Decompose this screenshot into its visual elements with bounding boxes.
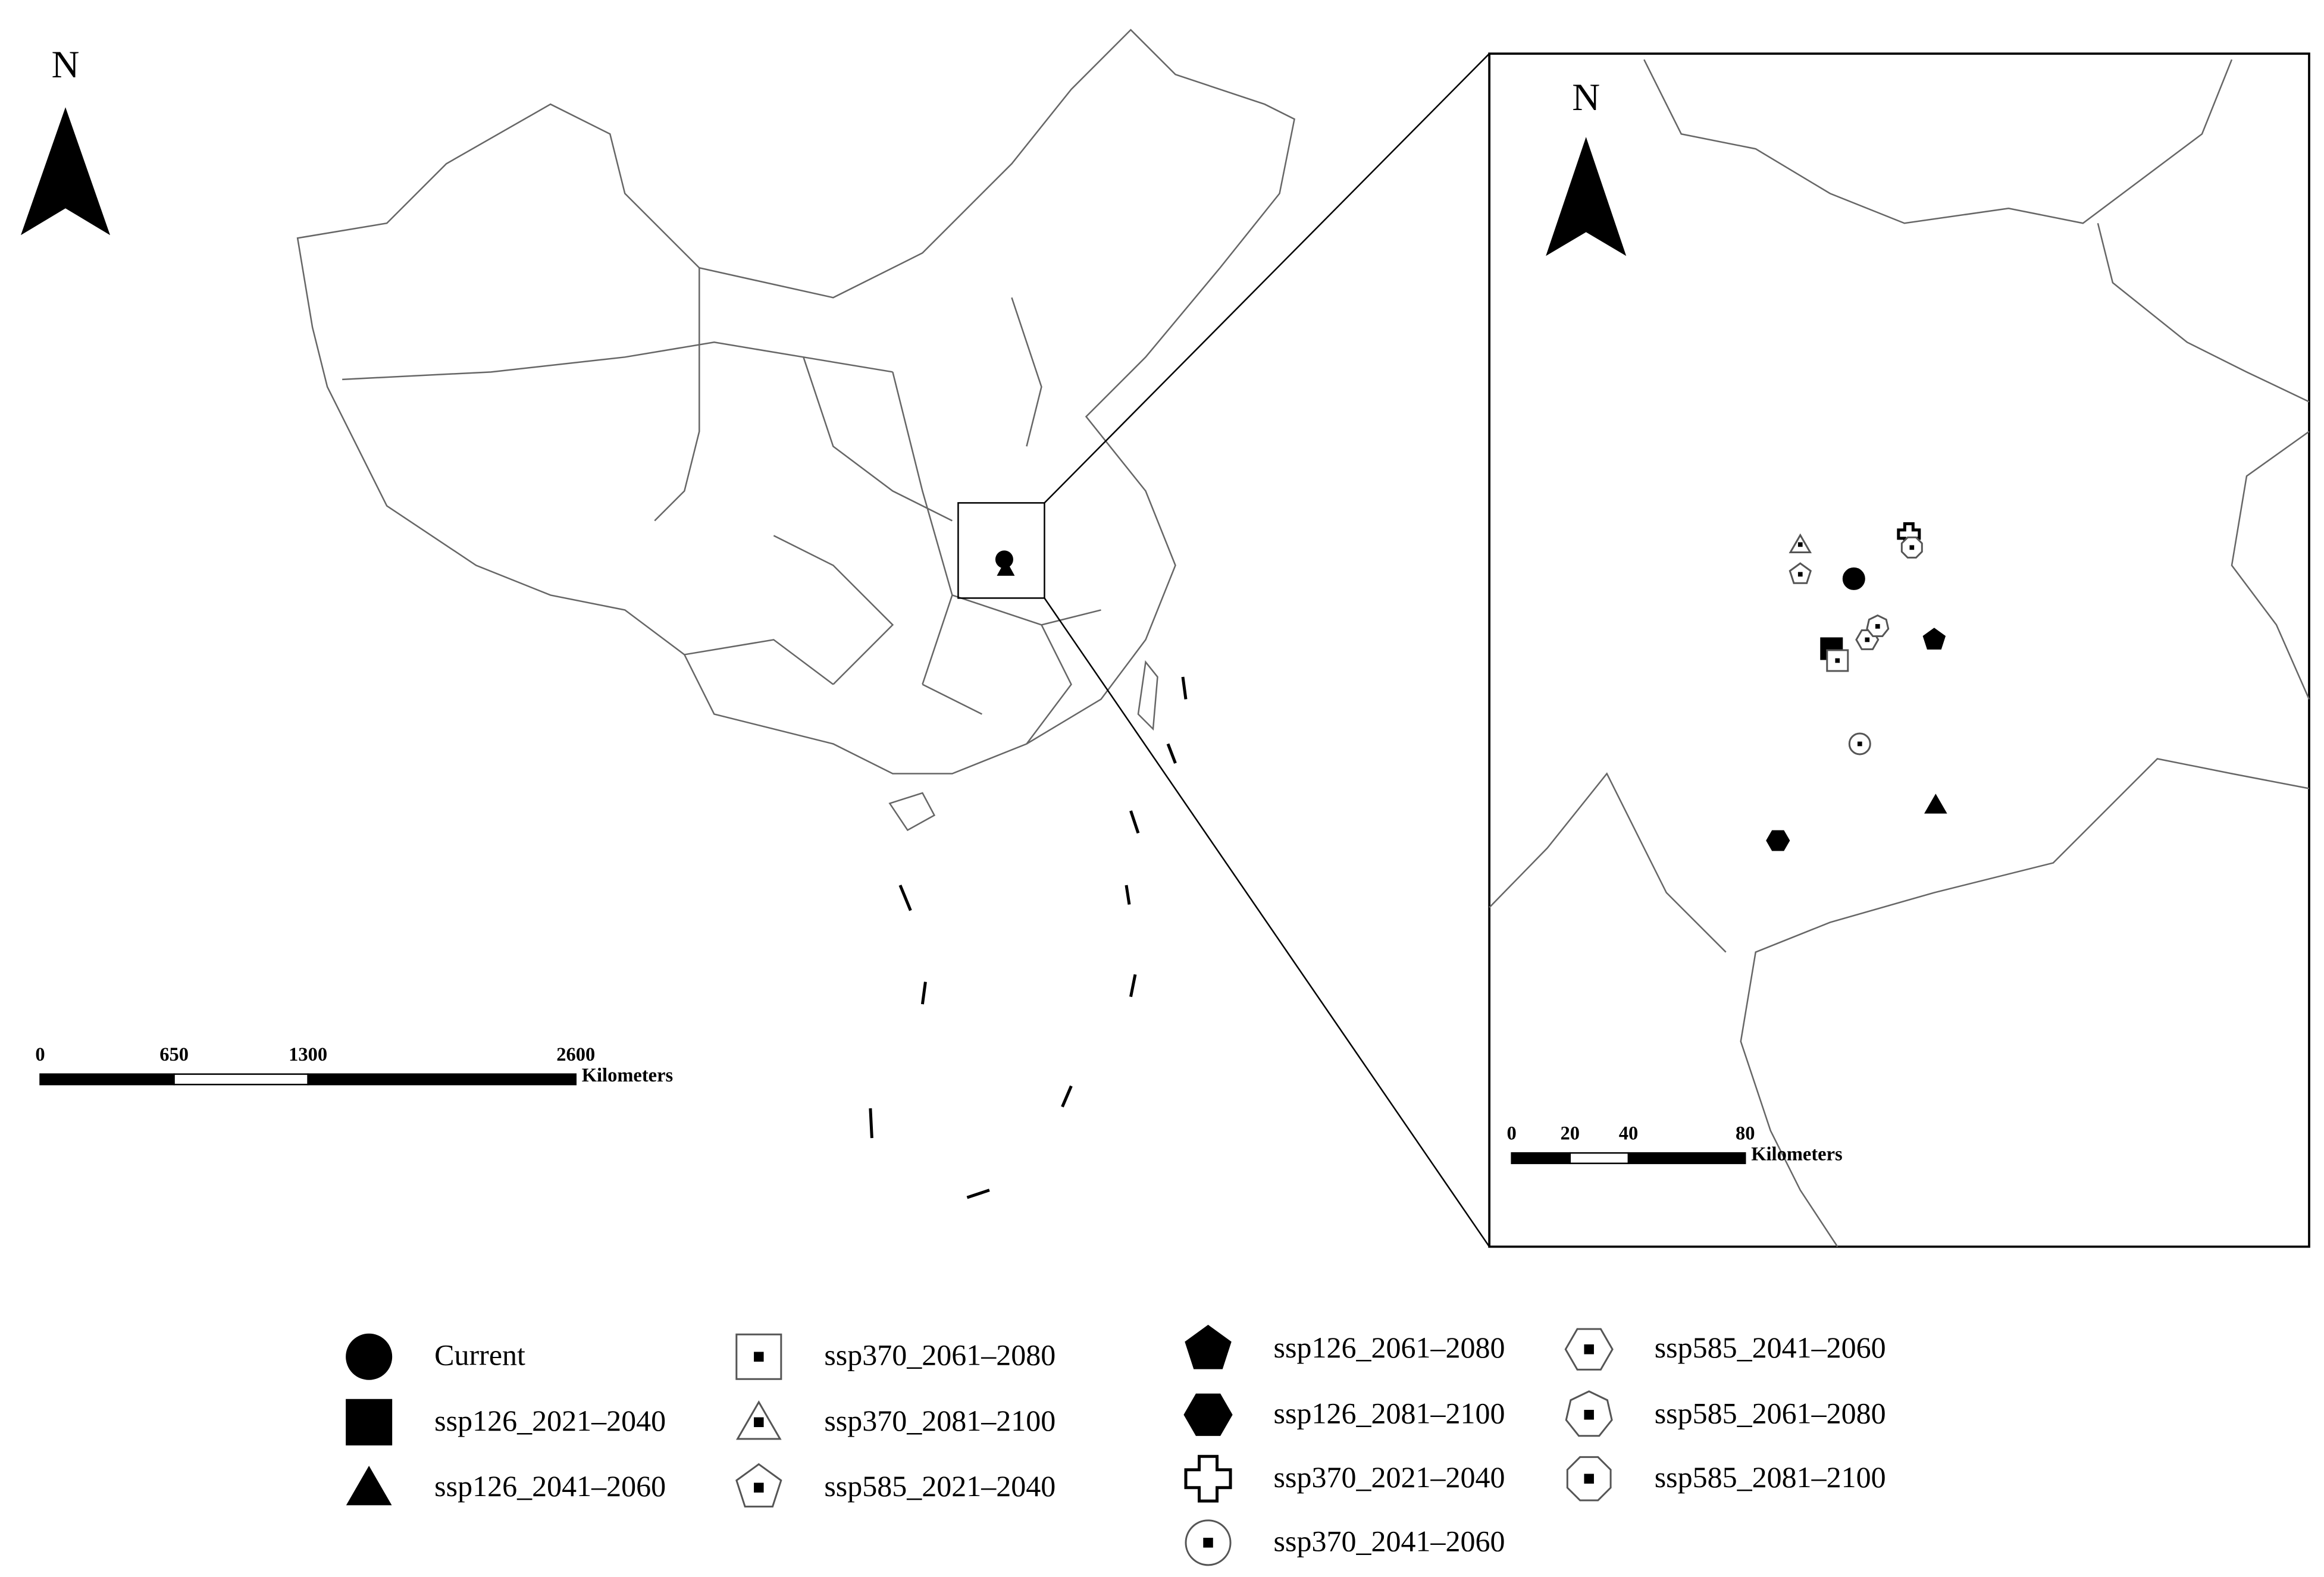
scale-unit: Kilometers	[1751, 1144, 1842, 1165]
scale-segment	[307, 1073, 577, 1086]
legend-label: ssp126_2021–2040	[434, 1404, 666, 1437]
symbol	[1183, 1393, 1233, 1436]
symbol-dot	[1584, 1473, 1594, 1484]
study-area-box	[957, 502, 1045, 599]
symbol	[1826, 649, 1849, 672]
symbol	[1766, 830, 1790, 851]
north-arrow	[21, 107, 111, 236]
study-point	[997, 559, 1015, 576]
legend-label: ssp126_2061–2080	[1274, 1331, 1505, 1364]
symbol-dot	[1797, 542, 1803, 547]
symbol-dot	[1584, 1410, 1594, 1420]
nine-dash-line	[869, 676, 1188, 1199]
north-arrow	[1546, 137, 1627, 256]
connector-line	[1044, 597, 1490, 1247]
symbol-dot	[1875, 624, 1880, 629]
symbol	[1924, 794, 1947, 814]
symbol	[346, 1466, 392, 1506]
symbol	[1184, 1454, 1232, 1503]
scale-label: 40	[1619, 1123, 1639, 1145]
symbol	[346, 1333, 393, 1380]
legend-label: ssp585_2061–2080	[1655, 1396, 1886, 1429]
symbol-dot	[754, 1482, 764, 1493]
scale-segment	[1511, 1152, 1571, 1164]
scale-segment	[1569, 1152, 1630, 1164]
connector-line	[1044, 53, 1490, 504]
legend-label: ssp585_2041–2060	[1655, 1331, 1886, 1364]
scale-segment	[173, 1073, 309, 1086]
taiwan-island	[1137, 660, 1158, 731]
symbol-dot	[1797, 572, 1803, 577]
inset-boundary	[1489, 59, 2310, 1247]
symbol-dot	[1835, 658, 1840, 663]
legend-label: ssp126_2081–2100	[1274, 1396, 1505, 1429]
country-outline	[296, 29, 1295, 775]
symbol	[1185, 1325, 1232, 1369]
scale-unit: Kilometers	[582, 1065, 673, 1086]
legend-label: ssp370_2081–2100	[824, 1404, 1055, 1437]
scale-label: 0	[1507, 1123, 1517, 1145]
symbol	[346, 1399, 393, 1446]
inset-frame	[1488, 52, 2310, 1248]
symbol	[1922, 628, 1946, 650]
legend-label: ssp585_2021–2040	[824, 1469, 1055, 1503]
legend-label: ssp370_2041–2060	[1274, 1524, 1505, 1557]
north-label: N	[52, 43, 80, 86]
hainan-island	[888, 792, 936, 832]
symbol	[1842, 567, 1865, 590]
symbol-dot	[754, 1417, 764, 1428]
north-label: N	[1572, 76, 1600, 119]
legend-label: ssp585_2081–2100	[1655, 1460, 1886, 1494]
scale-label: 0	[35, 1044, 45, 1065]
legend-label: ssp126_2041–2060	[434, 1469, 666, 1503]
symbol-dot	[1865, 637, 1870, 642]
scale-label: 1300	[289, 1044, 327, 1065]
scale-label: 80	[1736, 1123, 1755, 1145]
province-lines	[342, 268, 1101, 745]
legend-label: ssp370_2021–2040	[1274, 1460, 1505, 1494]
scale-label: 20	[1561, 1123, 1580, 1145]
symbol-dot	[1584, 1344, 1594, 1355]
scale-segment	[1627, 1152, 1746, 1164]
scale-label: 2600	[556, 1044, 595, 1065]
study-point	[995, 550, 1013, 569]
symbol-dot	[1857, 741, 1862, 747]
symbol-dot	[1909, 545, 1915, 550]
symbol-dot	[754, 1352, 764, 1362]
scale-label: 650	[159, 1044, 189, 1065]
legend-label: ssp370_2061–2080	[824, 1338, 1055, 1372]
symbol-dot	[1203, 1538, 1213, 1548]
scale-segment	[39, 1073, 175, 1086]
legend-label: Current	[434, 1338, 525, 1372]
